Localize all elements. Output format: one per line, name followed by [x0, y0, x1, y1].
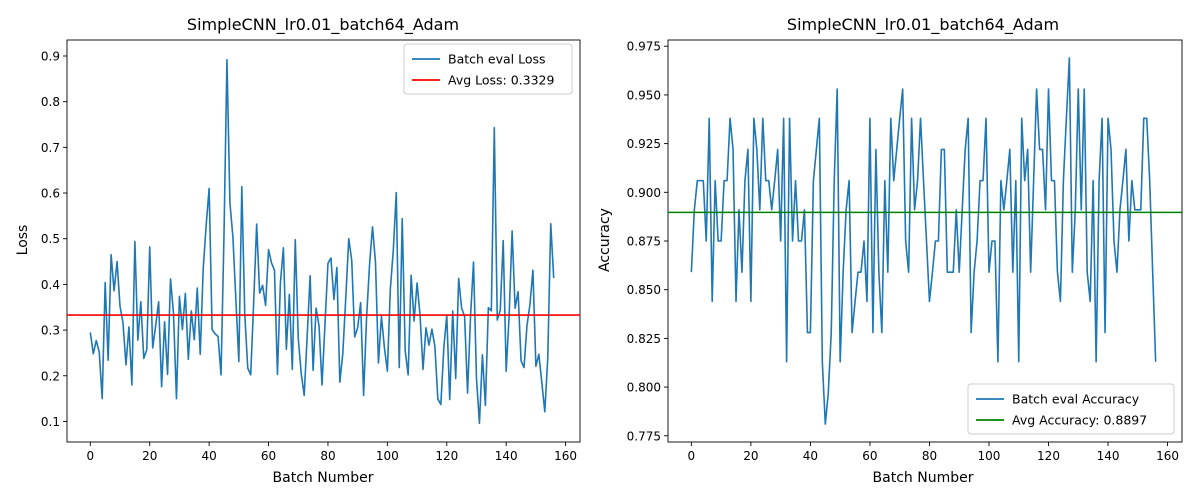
loss-chart-x-axis-label: Batch Number [273, 470, 374, 486]
accuracy-chart-y-axis-label: Accuracy [597, 208, 613, 272]
accuracy-x-tick-label: 140 [1097, 449, 1120, 463]
loss-y-tick-label: 0.7 [41, 141, 60, 155]
accuracy-y-tick-label: 0.775 [627, 429, 661, 443]
loss-x-tick-label: 80 [320, 449, 335, 463]
accuracy-y-tick-label: 0.900 [627, 186, 661, 200]
accuracy-y-tick-label: 0.875 [627, 235, 661, 249]
loss-y-tick-label: 0.2 [41, 369, 60, 383]
loss-x-tick-label: 120 [435, 449, 458, 463]
accuracy-legend-series-label: Batch eval Accuracy [1012, 392, 1140, 407]
loss-chart-panel: SimpleCNN_lr0.01_batch64_Adam Batch Numb… [15, 15, 581, 486]
loss-plot-frame [66, 39, 581, 443]
loss-series-line [89, 58, 555, 425]
loss-x-tick-label: 60 [261, 449, 276, 463]
loss-y-tick-label: 0.5 [41, 232, 60, 246]
accuracy-y-tick-label: 0.975 [627, 40, 661, 54]
loss-legend-average-label: Avg Loss: 0.3329 [448, 73, 555, 88]
accuracy-y-tick-label: 0.950 [627, 88, 661, 102]
accuracy-y-tick-label: 0.800 [627, 381, 661, 395]
accuracy-y-tick-label: 0.850 [627, 283, 661, 297]
accuracy-x-tick-label: 60 [862, 449, 877, 463]
loss-y-tick-label: 0.8 [41, 95, 60, 109]
loss-y-tick-label: 0.1 [41, 415, 60, 429]
loss-x-tick-label: 140 [495, 449, 518, 463]
loss-x-tick-label: 100 [376, 449, 399, 463]
loss-x-tick-label: 40 [201, 449, 216, 463]
accuracy-x-tick-label: 100 [978, 449, 1001, 463]
accuracy-chart-panel: SimpleCNN_lr0.01_batch64_Adam Batch Numb… [597, 15, 1183, 486]
loss-x-tick-label: 160 [554, 449, 577, 463]
loss-chart-y-axis-label: Loss [15, 225, 31, 256]
loss-x-tick-label: 0 [86, 449, 94, 463]
accuracy-series-line [690, 57, 1157, 425]
accuracy-y-tick-label: 0.825 [627, 332, 661, 346]
accuracy-x-tick-label: 20 [743, 449, 758, 463]
accuracy-x-tick-label: 120 [1037, 449, 1060, 463]
loss-legend: Batch eval Loss Avg Loss: 0.3329 [403, 43, 573, 95]
loss-legend-box [403, 43, 573, 95]
accuracy-plot-frame [667, 39, 1183, 443]
loss-x-tick-label: 20 [142, 449, 157, 463]
loss-chart-title: SimpleCNN_lr0.01_batch64_Adam [187, 15, 459, 35]
loss-y-tick-label: 0.4 [41, 278, 60, 292]
accuracy-y-tick-label: 0.925 [627, 137, 661, 151]
loss-y-tick-label: 0.6 [41, 187, 60, 201]
accuracy-chart-title: SimpleCNN_lr0.01_batch64_Adam [787, 15, 1059, 35]
loss-y-tick-label: 0.9 [41, 49, 60, 63]
loss-legend-series-label: Batch eval Loss [448, 52, 546, 67]
accuracy-x-tick-label: 40 [803, 449, 818, 463]
loss-y-tick-label: 0.3 [41, 324, 60, 338]
accuracy-legend-box [967, 383, 1175, 435]
accuracy-x-tick-label: 0 [688, 449, 696, 463]
accuracy-x-tick-label: 80 [922, 449, 937, 463]
accuracy-x-tick-label: 160 [1156, 449, 1179, 463]
accuracy-chart-x-axis-label: Batch Number [873, 470, 974, 486]
accuracy-legend-average-label: Avg Accuracy: 0.8897 [1012, 413, 1147, 428]
accuracy-legend: Batch eval Accuracy Avg Accuracy: 0.8897 [967, 383, 1175, 435]
